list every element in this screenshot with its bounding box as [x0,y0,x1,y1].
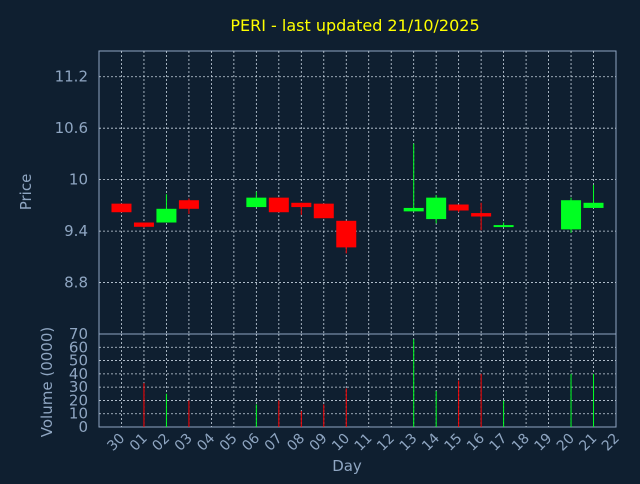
price-axis-label: Price [17,174,35,211]
x-tick-label: 13 [397,431,421,455]
x-tick-label: 21 [576,431,600,455]
candles-group [111,143,604,254]
x-tick-label: 14 [419,430,443,454]
x-tick-label: 01 [127,431,151,455]
price-tick-label: 11.2 [55,68,88,86]
price-tick-label: 10 [69,171,88,189]
x-tick-label: 07 [262,431,286,455]
candle-body [111,203,132,213]
candle-body [336,220,357,248]
volume-tick-label: 30 [69,378,88,396]
volume-axis-label: Volume (0000) [38,327,56,437]
plot-layer: 3001020304050607080910111213141516171819… [55,50,623,455]
candle-body [133,222,154,227]
x-tick-label: 20 [554,431,578,455]
x-tick-label: 30 [104,431,128,455]
x-tick-label: 19 [531,431,555,455]
x-tick-label: 10 [329,431,353,455]
x-tick-label: 04 [194,430,218,454]
x-tick-label: 15 [442,431,466,455]
candle-body [403,207,424,212]
candle-body [426,197,447,220]
volume-tick-label: 10 [69,405,88,423]
x-tick-label: 09 [307,431,331,455]
volume-tick-label: 50 [69,352,88,370]
volume-tick-label: 70 [69,325,88,343]
volume-tick-label: 0 [78,418,88,436]
candle-body [583,202,604,208]
chart-title: PERI - last updated 21/10/2025 [230,16,479,35]
x-tick-label: 18 [509,431,533,455]
candle-body [561,200,582,230]
x-tick-label: 03 [172,431,196,455]
volume-tick-label: 60 [69,338,88,356]
candle-body [156,208,177,223]
candle-body [493,225,514,228]
price-panel-frame [98,50,617,335]
x-tick-label: 16 [464,430,488,454]
x-tick-label: 11 [352,431,376,455]
x-tick-label: 22 [599,431,623,455]
candle-body [471,213,492,217]
x-tick-label: 12 [374,431,398,455]
price-tick-label: 9.4 [64,222,88,240]
x-tick-label: 08 [284,431,308,455]
x-tick-label: 06 [239,430,263,454]
candle-body [268,197,289,213]
x-tick-label: 02 [149,431,173,455]
price-tick-label: 8.8 [64,274,88,292]
candle-body [313,203,334,219]
x-tick-label: 17 [487,431,511,455]
volume-tick-label: 20 [69,391,88,409]
x-tick-label: 05 [217,431,241,455]
candle-body [178,200,199,209]
candle-body [291,202,312,208]
volume-panel-frame [98,333,617,428]
candle-body [246,197,267,208]
day-axis-label: Day [332,457,362,475]
candle-body [448,204,469,211]
volume-tick-label: 40 [69,365,88,383]
price-tick-label: 10.6 [55,119,88,137]
